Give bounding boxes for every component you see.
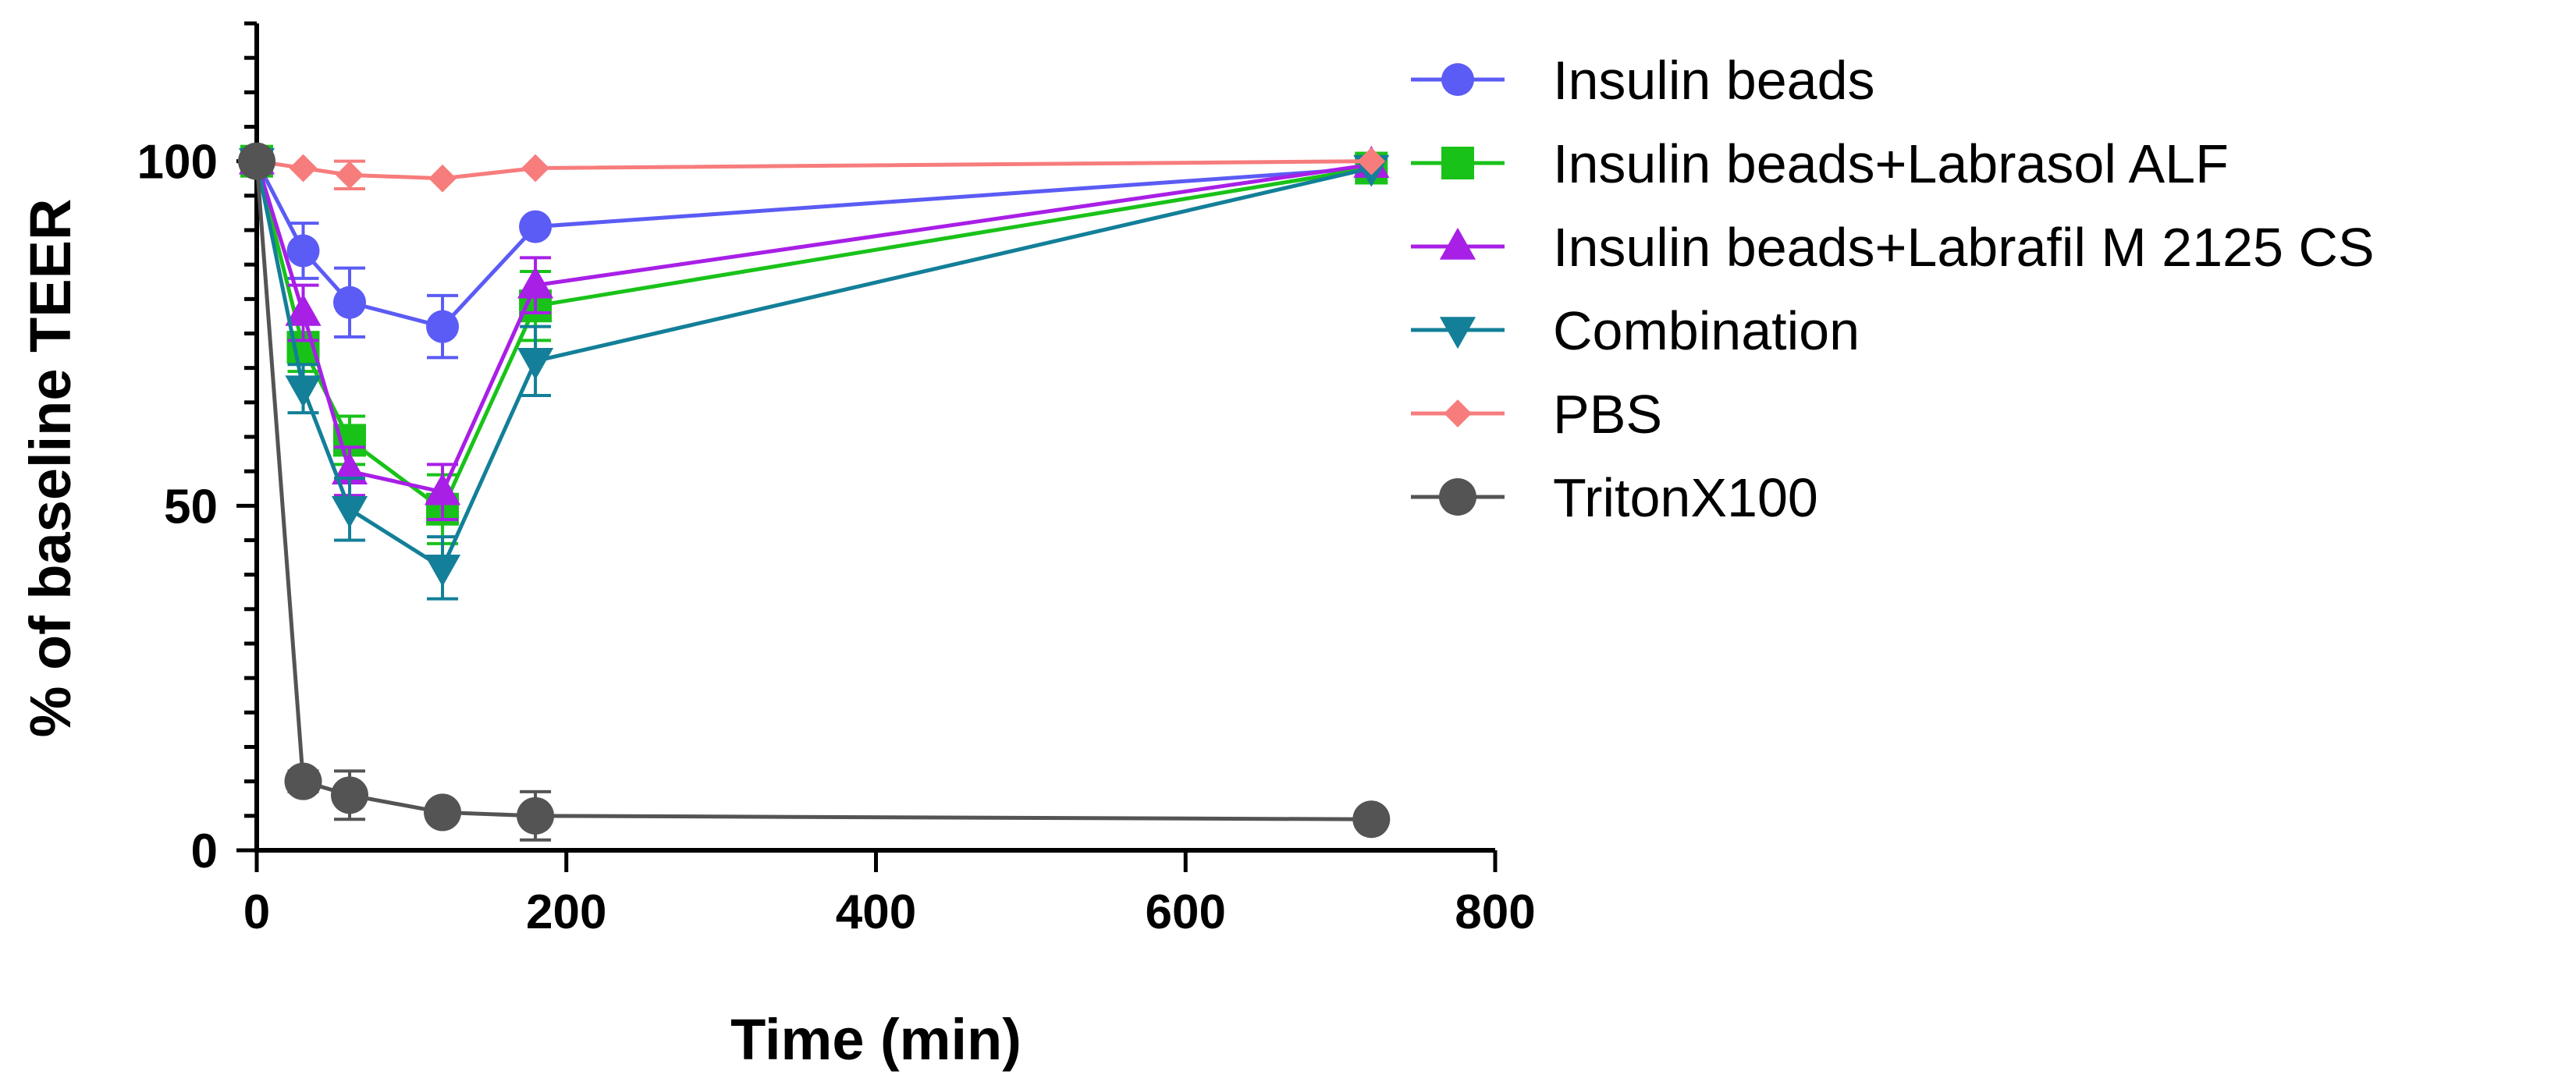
data-point (517, 266, 554, 299)
x-tick-label: 200 (526, 885, 606, 939)
legend: Insulin beads Insulin beads+Labrasol ALF I… (1411, 50, 2375, 528)
data-point (285, 293, 322, 326)
x-tick-label: 400 (836, 885, 916, 939)
data-point (333, 286, 367, 319)
legend-label: Insulin beads+Labrasol ALF (1553, 133, 2229, 194)
data-point (519, 210, 553, 243)
series-line (254, 161, 1372, 571)
legend-item: Insulin beads (1411, 50, 1875, 111)
series-line (256, 159, 1372, 181)
legend-label: Combination (1553, 300, 1860, 361)
data-point (289, 154, 318, 183)
series-2 (238, 142, 1390, 521)
data-point (424, 793, 462, 832)
data-point (517, 796, 555, 835)
series-3 (238, 147, 1390, 601)
data-point (517, 348, 554, 380)
legend-marker (1439, 227, 1476, 260)
y-tick-label: 100 (137, 136, 218, 190)
legend-label: Insulin beads (1553, 50, 1875, 111)
legend-marker (1439, 317, 1476, 349)
data-point (424, 473, 461, 505)
data-point (336, 161, 364, 190)
legend-item: Combination (1411, 300, 1860, 361)
legend-marker (1441, 147, 1474, 179)
data-point (285, 375, 322, 408)
data-point (331, 776, 369, 814)
plot-area (238, 142, 1391, 842)
legend-item: Insulin beads+Labrasol ALF (1411, 133, 2229, 194)
data-point (286, 234, 320, 268)
legend-marker (1444, 399, 1472, 427)
x-axis-title: Time (min) (730, 1007, 1022, 1072)
legend-item: Insulin beads+Labrafil M 2125 CS (1411, 217, 2375, 278)
data-point (428, 164, 457, 193)
y-tick-label: 0 (191, 825, 218, 878)
data-point (1352, 800, 1391, 839)
series-line (254, 161, 1372, 513)
legend-item: TritonX100 (1411, 467, 1818, 528)
data-point (284, 762, 322, 800)
y-tick-label: 50 (164, 480, 218, 534)
data-point (238, 142, 275, 180)
legend-label: Insulin beads+Labrafil M 2125 CS (1553, 217, 2375, 278)
data-point (426, 310, 460, 343)
series-line (254, 160, 1372, 495)
series-line (254, 161, 1372, 821)
data-point (331, 452, 368, 484)
series-line (254, 160, 1372, 329)
legend-marker (1441, 63, 1474, 96)
data-point (424, 555, 461, 587)
x-tick-label: 0 (243, 885, 270, 939)
x-tick-label: 800 (1455, 885, 1535, 939)
legend-marker (1439, 478, 1476, 516)
series-5 (238, 142, 1391, 842)
y-axis-title: % of baseline TEER (18, 199, 83, 738)
legend-label: PBS (1553, 384, 1662, 445)
data-point (331, 495, 368, 528)
data-point (1357, 147, 1386, 176)
legend-label: TritonX100 (1553, 467, 1818, 528)
data-point (521, 154, 549, 183)
x-tick-label: 600 (1146, 885, 1226, 939)
legend-item: PBS (1411, 384, 1662, 445)
